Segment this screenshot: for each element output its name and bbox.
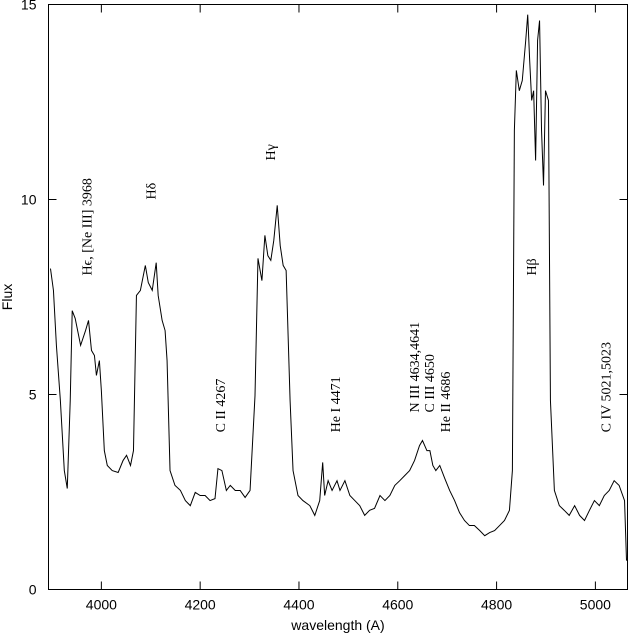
annotation: Hγ — [264, 144, 279, 160]
y-tick-label: 15 — [21, 0, 37, 13]
y-tick-label: 10 — [21, 192, 37, 208]
annotation: Hβ — [525, 258, 540, 275]
x-tick-label: 4000 — [86, 597, 117, 613]
x-tick-label: 4200 — [185, 597, 216, 613]
annotation: Hϵ, [Ne III] 3968 — [81, 178, 96, 275]
spectrum-line — [49, 14, 628, 561]
x-tick-label: 4400 — [283, 597, 314, 613]
y-axis-label: Flux — [0, 284, 15, 310]
annotation: He I 4471 — [329, 376, 344, 432]
y-tick-label: 0 — [29, 582, 37, 598]
x-axis-label: wavelength (A) — [290, 617, 384, 633]
annotation: Hδ — [144, 182, 159, 199]
plot-frame — [48, 4, 628, 590]
annotation: He II 4686 — [439, 372, 454, 433]
y-tick-label: 5 — [29, 387, 37, 403]
annotation: C II 4267 — [214, 379, 229, 433]
annotation: C IV 5021,5023 — [599, 342, 614, 432]
annotation: N III 4634,4641 — [408, 322, 423, 413]
x-tick-label: 4800 — [481, 597, 512, 613]
annotation: C III 4650 — [423, 354, 438, 412]
x-tick-label: 4600 — [382, 597, 413, 613]
x-tick-label: 5000 — [580, 597, 611, 613]
